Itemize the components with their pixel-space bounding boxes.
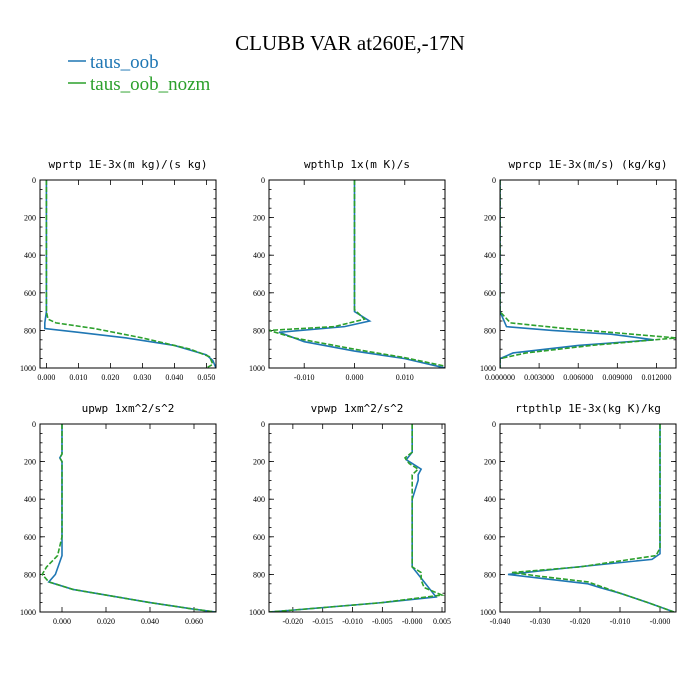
y-tick-label: 1000	[20, 608, 36, 617]
y-tick-label: 800	[253, 326, 265, 335]
y-tick-label: 600	[484, 533, 496, 542]
x-tick-label: 0.010	[69, 373, 87, 382]
x-tick-label: 0.006000	[563, 373, 593, 382]
chart-panel: rtpthlp 1E-3x(kg K)/kg02004006008001000-…	[480, 402, 677, 626]
x-tick-label: -0.020	[570, 617, 591, 626]
x-tick-label: 0.020	[97, 617, 115, 626]
y-tick-label: 0	[261, 176, 265, 185]
series-line-taus-oob-nozm	[500, 180, 676, 368]
plot-frame	[39, 423, 217, 613]
y-tick-label: 1000	[249, 364, 265, 373]
x-tick-label: -0.030	[530, 617, 551, 626]
series-line-taus-oob	[44, 180, 216, 368]
y-tick-label: 600	[24, 289, 36, 298]
y-tick-label: 800	[24, 570, 36, 579]
y-tick-label: 200	[253, 458, 265, 467]
x-tick-label: -0.005	[372, 617, 393, 626]
x-tick-label: -0.000	[650, 617, 671, 626]
x-tick-label: 0.040	[141, 617, 159, 626]
legend: taus_oob taus_oob_nozm	[68, 52, 211, 95]
x-tick-label: 0.000	[37, 373, 55, 382]
y-tick-label: 800	[253, 570, 265, 579]
y-tick-label: 600	[253, 289, 265, 298]
y-tick-label: 600	[24, 533, 36, 542]
chart-panel: wpthlp 1x(m K)/s 0 200 400 600 800 1000 -0.010 0…	[249, 158, 446, 382]
panel-title: vpwp 1xm^2/s^2	[311, 402, 404, 415]
y-tick-label: 200	[484, 214, 496, 223]
x-tick-label: 0.010	[396, 373, 414, 382]
figure-title: CLUBB VAR at260E,-17N	[235, 31, 465, 55]
y-tick-label: 800	[484, 570, 496, 579]
plot-frame	[268, 179, 446, 369]
x-tick-label: -0.040	[490, 617, 511, 626]
y-tick-label: 1000	[20, 364, 36, 373]
x-tick-label: 0.012000	[641, 373, 671, 382]
y-tick-label: 800	[24, 326, 36, 335]
series-line-taus-oob-nozm	[269, 180, 445, 367]
y-tick-label: 400	[24, 495, 36, 504]
chart-panel: vpwp 1xm^2/s^2 0 200 400 600 800 1000 -0.020 -0.…	[249, 402, 451, 626]
y-tick-label: 400	[484, 251, 496, 260]
y-tick-label: 400	[253, 251, 265, 260]
y-tick-label: 0	[32, 420, 36, 429]
x-tick-label: 0.003000	[524, 373, 554, 382]
plot-frame	[39, 179, 217, 369]
series-line-taus-oob	[278, 180, 445, 368]
y-tick-label: 200	[24, 214, 36, 223]
y-tick-label: 200	[253, 214, 265, 223]
x-tick-label: -0.020	[283, 617, 304, 626]
y-tick-label: 600	[484, 289, 496, 298]
x-tick-label: 0.060	[185, 617, 203, 626]
x-tick-label: 0.040	[165, 373, 183, 382]
series-line-taus-oob-nozm	[511, 424, 675, 612]
plot-frame	[499, 423, 677, 613]
y-tick-label: 1000	[480, 364, 496, 373]
y-tick-label: 1000	[249, 608, 265, 617]
series-line-taus-oob	[47, 424, 216, 612]
series-line-taus-oob	[500, 180, 654, 368]
panel-title: wpthlp 1x(m K)/s	[304, 158, 410, 171]
series-line-taus-oob-nozm	[45, 180, 214, 368]
series-line-taus-oob-nozm	[41, 424, 216, 612]
x-tick-label: -0.010	[294, 373, 315, 382]
panel-title: wprtp 1E-3x(m kg)/(s kg)	[49, 158, 208, 171]
y-tick-label: 800	[484, 326, 496, 335]
plot-frame	[499, 179, 677, 369]
series-line-taus-oob-nozm	[269, 424, 445, 612]
x-tick-label: 0.000	[345, 373, 363, 382]
panel-title: wprcp 1E-3x(m/s) (kg/kg)	[509, 158, 668, 171]
x-tick-label: 0.020	[101, 373, 119, 382]
chart-panel: wprcp 1E-3x(m/s) (kg/kg) 0 200 400 600 800 100…	[480, 158, 677, 382]
x-tick-label: -0.010	[342, 617, 363, 626]
y-tick-label: 0	[261, 420, 265, 429]
chart-panel: wprtp 1E-3x(m kg)/(s kg) 0 200 400 600 800 100…	[20, 158, 217, 382]
x-tick-label: 0.000	[53, 617, 71, 626]
y-tick-label: 0	[32, 176, 36, 185]
panel-title: upwp 1xm^2/s^2	[82, 402, 175, 415]
y-tick-label: 400	[253, 495, 265, 504]
plot-frame	[268, 423, 446, 613]
y-tick-label: 1000	[480, 608, 496, 617]
x-tick-label: 0.000000	[485, 373, 515, 382]
x-tick-label: -0.010	[610, 617, 631, 626]
legend-label-taus-oob-nozm: taus_oob_nozm	[90, 74, 211, 95]
y-tick-label: 400	[24, 251, 36, 260]
panel-title: rtpthlp 1E-3x(kg K)/kg	[515, 402, 661, 415]
chart-panel: upwp 1xm^2/s^2 0 200 400 600 800 1000 0.000 0.02…	[20, 402, 217, 626]
y-tick-label: 600	[253, 533, 265, 542]
y-tick-label: 200	[24, 458, 36, 467]
y-tick-label: 200	[484, 458, 496, 467]
x-tick-label: -0.000	[402, 617, 423, 626]
x-tick-label: -0.015	[312, 617, 333, 626]
y-tick-label: 0	[492, 420, 496, 429]
x-tick-label: 0.009000	[602, 373, 632, 382]
y-tick-label: 400	[484, 495, 496, 504]
x-tick-label: 0.005	[433, 617, 451, 626]
y-tick-label: 0	[492, 176, 496, 185]
x-tick-label: 0.050	[197, 373, 215, 382]
panel-grid: wprtp 1E-3x(m kg)/(s kg) 0 200 400 600 800 100…	[20, 158, 677, 626]
x-tick-label: 0.030	[133, 373, 151, 382]
legend-label-taus-oob: taus_oob	[90, 52, 159, 73]
